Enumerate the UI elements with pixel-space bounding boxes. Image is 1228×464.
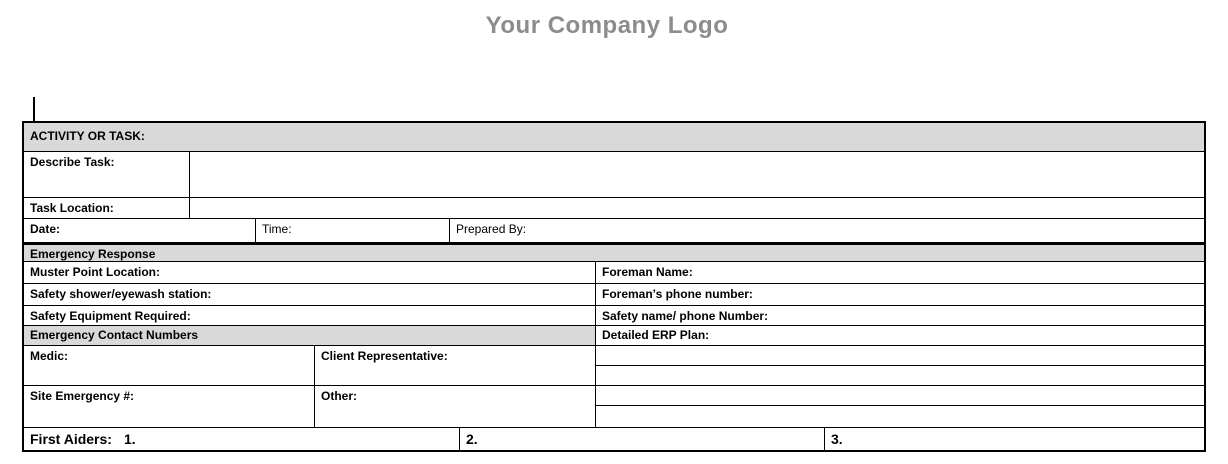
- hazard-assessment-form-table: ACTIVITY OR TASK: Describe Task: Task Lo…: [22, 121, 1206, 452]
- medic-label: Medic:: [24, 346, 315, 385]
- emergency-contacts-header-label: Emergency Contact Numbers: [24, 326, 596, 345]
- site-emergency-label: Site Emergency #:: [24, 385, 315, 427]
- first-aider-3-cell[interactable]: 3.: [825, 428, 1204, 450]
- text-cursor: [33, 97, 35, 122]
- erp-plan-line-1[interactable]: [596, 346, 1204, 366]
- contacts-erp-row: Emergency Contact Numbers Detailed ERP P…: [24, 326, 1204, 346]
- time-label: Time:: [256, 219, 450, 242]
- prepared-by-label: Prepared By:: [456, 222, 527, 236]
- shower-foremanphone-row: Safety shower/eyewash station: Foreman’s…: [24, 284, 1204, 306]
- foreman-phone-label: Foreman’s phone number:: [602, 287, 753, 301]
- muster-foreman-row: Muster Point Location: Foreman Name:: [24, 262, 1204, 284]
- emergency-response-header-label: Emergency Response: [24, 245, 1204, 261]
- safety-name-phone-label: Safety name/ phone Number:: [602, 309, 769, 323]
- task-location-row: Task Location:: [24, 198, 1204, 219]
- other-label: Other:: [321, 388, 357, 403]
- medic-clientrep-row: Medic: Client Representative:: [24, 346, 595, 386]
- activity-header-row: ACTIVITY OR TASK:: [24, 123, 1204, 152]
- first-aiders-label: First Aiders:: [30, 431, 112, 447]
- first-aiders-row: First Aiders: 1. 2. 3.: [24, 428, 1204, 450]
- erp-plan-lines-block: [596, 346, 1204, 427]
- safety-shower-label: Safety shower/eyewash station:: [24, 284, 596, 305]
- erp-plan-line-4[interactable]: [596, 406, 1204, 427]
- detailed-erp-label: Detailed ERP Plan:: [602, 328, 710, 342]
- activity-header-label: ACTIVITY OR TASK:: [24, 123, 1204, 151]
- contacts-detail-row: Medic: Client Representative: Site Emerg…: [24, 346, 1204, 428]
- describe-task-label: Describe Task:: [24, 152, 190, 197]
- task-location-field[interactable]: [190, 198, 1204, 218]
- first-aider-1-number: 1.: [123, 431, 136, 447]
- contacts-left-block: Medic: Client Representative: Site Emerg…: [24, 346, 596, 427]
- foreman-name-label: Foreman Name:: [602, 265, 693, 279]
- describe-task-field[interactable]: [190, 152, 1204, 197]
- company-logo-placeholder: Your Company Logo: [485, 12, 729, 39]
- erp-plan-line-2[interactable]: [596, 366, 1204, 386]
- client-rep-label: Client Representative:: [321, 349, 448, 363]
- emergency-response-header-row: Emergency Response: [24, 245, 1204, 262]
- siteemergency-other-row: Site Emergency #: Other:: [24, 385, 595, 427]
- muster-point-label: Muster Point Location:: [24, 262, 596, 283]
- first-aider-2-cell[interactable]: 2.: [460, 428, 825, 450]
- first-aider-3-number: 3.: [831, 431, 843, 447]
- erp-plan-line-3[interactable]: [596, 386, 1204, 407]
- safety-equipment-label: Safety Equipment Required:: [24, 306, 596, 325]
- date-label: Date:: [24, 219, 256, 242]
- equipment-safetyphone-row: Safety Equipment Required: Safety name/ …: [24, 306, 1204, 326]
- describe-task-row: Describe Task:: [24, 152, 1204, 198]
- first-aider-1-cell[interactable]: First Aiders: 1.: [24, 428, 460, 450]
- task-location-label: Task Location:: [24, 198, 190, 218]
- first-aider-2-number: 2.: [466, 431, 478, 447]
- date-time-prepared-row: Date: Time: Prepared By:: [24, 219, 1204, 245]
